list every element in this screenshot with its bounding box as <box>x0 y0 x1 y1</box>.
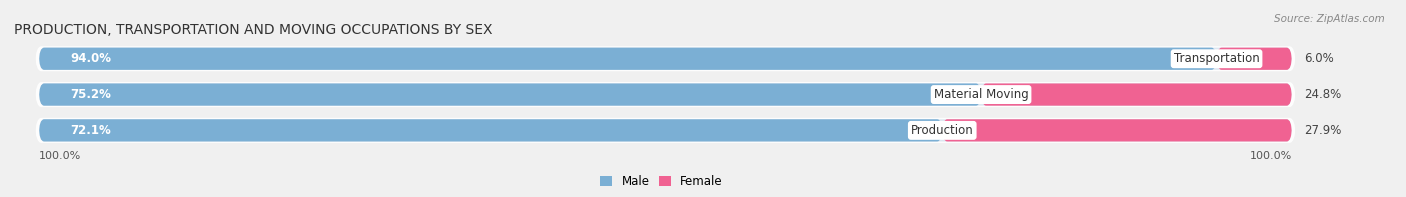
Text: 24.8%: 24.8% <box>1305 88 1341 101</box>
FancyBboxPatch shape <box>942 119 1292 141</box>
FancyBboxPatch shape <box>35 82 1295 107</box>
Text: 75.2%: 75.2% <box>70 88 111 101</box>
Text: 6.0%: 6.0% <box>1305 52 1334 65</box>
Text: 100.0%: 100.0% <box>1250 151 1292 161</box>
FancyBboxPatch shape <box>39 119 942 141</box>
FancyBboxPatch shape <box>981 84 1292 106</box>
Text: 72.1%: 72.1% <box>70 124 111 137</box>
Text: PRODUCTION, TRANSPORTATION AND MOVING OCCUPATIONS BY SEX: PRODUCTION, TRANSPORTATION AND MOVING OC… <box>14 22 492 36</box>
FancyBboxPatch shape <box>39 48 1292 70</box>
Text: 27.9%: 27.9% <box>1305 124 1341 137</box>
FancyBboxPatch shape <box>35 118 1295 143</box>
Text: Production: Production <box>911 124 973 137</box>
FancyBboxPatch shape <box>1216 48 1292 70</box>
FancyBboxPatch shape <box>39 84 981 106</box>
Text: Material Moving: Material Moving <box>934 88 1028 101</box>
Text: Transportation: Transportation <box>1174 52 1260 65</box>
FancyBboxPatch shape <box>39 84 1292 106</box>
Text: 100.0%: 100.0% <box>39 151 82 161</box>
Text: Source: ZipAtlas.com: Source: ZipAtlas.com <box>1274 14 1385 24</box>
FancyBboxPatch shape <box>35 46 1295 71</box>
Legend: Male, Female: Male, Female <box>596 170 728 193</box>
FancyBboxPatch shape <box>39 119 1292 141</box>
Text: 94.0%: 94.0% <box>70 52 111 65</box>
FancyBboxPatch shape <box>39 48 1216 70</box>
